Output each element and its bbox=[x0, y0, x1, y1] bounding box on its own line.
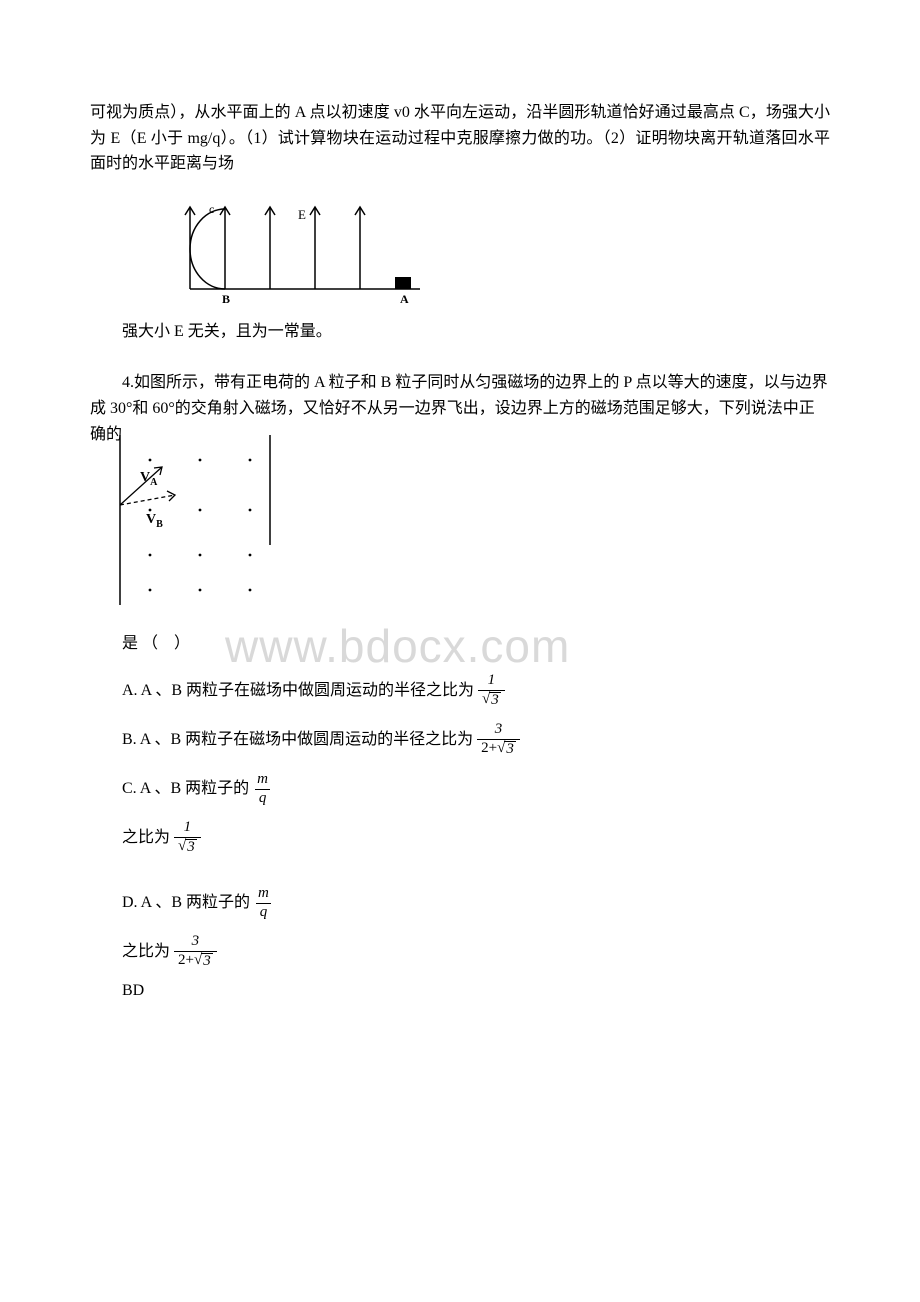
option-b: B. A 、B 两粒子在磁场中做圆周运动的半径之比为 3 2+√3 bbox=[122, 722, 830, 758]
fig1-label-a: A bbox=[400, 292, 409, 306]
option-d: D. A 、B 两粒子的 m q bbox=[122, 886, 830, 921]
q4-block: VA VB bbox=[90, 425, 830, 625]
fraction-3-over-2plus-sqrt3: 3 2+√3 bbox=[477, 722, 520, 758]
option-c-ratio: 之比为 1 √3 bbox=[122, 820, 830, 856]
intro-paragraph: 可视为质点），从水平面上的 A 点以初速度 v0 水平向左运动，沿半圆形轨道恰好… bbox=[90, 100, 830, 177]
fraction-m-over-q: m q bbox=[253, 772, 272, 807]
fig1-label-c: c bbox=[209, 202, 214, 216]
answer: BD bbox=[122, 978, 830, 1004]
fraction-3-over-2plus-sqrt3-b: 3 2+√3 bbox=[174, 934, 217, 970]
fig1-label-e: E bbox=[298, 207, 306, 222]
fraction-1-over-sqrt3-b: 1 √3 bbox=[174, 820, 201, 856]
fraction-m-over-q-b: m q bbox=[254, 886, 273, 921]
fraction-1-over-sqrt3: 1 √3 bbox=[478, 673, 505, 709]
option-c: C. A 、B 两粒子的 m q bbox=[122, 772, 830, 807]
figure-1: c E B A bbox=[170, 189, 830, 309]
q4-suffix: 是 （ ） bbox=[90, 631, 830, 657]
intro-line2: 强大小 E 无关，且为一常量。 bbox=[90, 319, 830, 345]
figure-2: VA VB bbox=[90, 425, 300, 625]
option-d-ratio: 之比为 3 2+√3 bbox=[122, 934, 830, 970]
option-a: A. A 、B 两粒子在磁场中做圆周运动的半径之比为 1 √3 bbox=[122, 673, 830, 709]
svg-text:VB: VB bbox=[146, 512, 163, 530]
fig1-label-b: B bbox=[222, 292, 230, 306]
